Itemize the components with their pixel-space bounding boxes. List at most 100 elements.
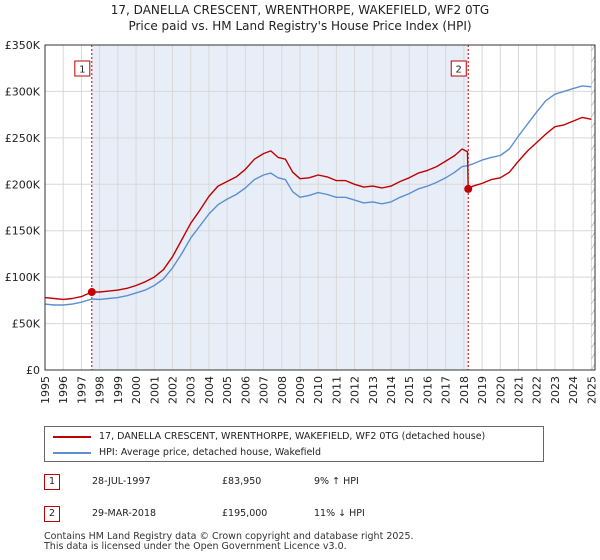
x-tick-label: 2024 — [567, 376, 580, 404]
x-tick-label: 2021 — [513, 376, 526, 404]
x-tick-label: 2008 — [276, 376, 289, 404]
transaction-marker-badge: 1 — [44, 474, 60, 490]
future-hatch — [591, 66, 596, 74]
x-tick-label: 2014 — [385, 376, 398, 404]
x-tick-label: 2025 — [585, 376, 598, 404]
annotation-label: 2 — [456, 65, 462, 76]
transaction-point — [87, 288, 96, 297]
future-hatch — [591, 132, 596, 140]
transaction-price: £83,950 — [222, 476, 262, 487]
x-tick-label: 2017 — [440, 376, 453, 404]
annotation-label: 1 — [79, 65, 85, 76]
transaction-hpi-diff: 9% ↑ HPI — [314, 476, 359, 487]
x-tick-label: 1999 — [112, 376, 125, 404]
hpi-line — [44, 85, 592, 306]
future-hatch — [591, 176, 596, 184]
chart-title: 17, DANELLA CRESCENT, WRENTHORPE, WAKEFI… — [110, 3, 490, 17]
future-hatch — [591, 121, 596, 129]
future-hatch — [591, 99, 596, 107]
x-tick-label: 2003 — [185, 376, 198, 404]
transaction-row: 1 28-JUL-1997 £83,950 9% ↑ HPI — [44, 474, 584, 494]
future-hatch — [591, 165, 596, 173]
y-tick-label: £50K — [12, 318, 41, 331]
x-tick-label: 2004 — [203, 376, 216, 404]
transaction-date: 29-MAR-2018 — [92, 508, 157, 519]
transaction-date: 28-JUL-1997 — [92, 476, 151, 487]
x-tick-label: 2000 — [130, 376, 143, 404]
future-hatch — [591, 363, 596, 371]
ownership-shade — [91, 45, 469, 370]
future-hatch — [591, 55, 596, 63]
future-hatch — [591, 220, 596, 228]
future-hatch — [591, 110, 596, 118]
future-hatch — [591, 264, 596, 272]
future-hatch — [591, 209, 596, 217]
legend-swatch-hpi — [53, 452, 91, 454]
x-tick-label: 2013 — [367, 376, 380, 404]
future-hatch — [591, 330, 596, 338]
x-tick-label: 1995 — [39, 376, 52, 404]
x-tick-label: 2019 — [476, 376, 489, 404]
future-hatch — [591, 198, 596, 206]
future-hatch — [591, 143, 596, 151]
x-tick-label: 2018 — [458, 376, 471, 404]
x-tick-label: 2020 — [494, 376, 507, 404]
x-tick-label: 2022 — [531, 376, 544, 404]
x-tick-label: 2002 — [166, 376, 179, 404]
footer-licence: This data is licensed under the Open Gov… — [44, 541, 347, 552]
y-tick-label: £250K — [5, 132, 41, 145]
transaction-row: 2 29-MAR-2018 £195,000 11% ↓ HPI — [44, 506, 584, 526]
future-hatch — [591, 231, 596, 239]
annotation-box — [74, 60, 91, 77]
future-hatch — [591, 242, 596, 250]
future-hatch — [591, 319, 596, 327]
future-hatch — [591, 253, 596, 261]
x-tick-label: 2006 — [239, 376, 252, 404]
chart-subtitle: Price paid vs. HM Land Registry's House … — [128, 19, 472, 33]
x-tick-label: 2012 — [349, 376, 362, 404]
x-tick-label: 2010 — [312, 376, 325, 404]
legend-swatch-property — [53, 436, 91, 438]
annotation-box — [450, 60, 467, 77]
y-tick-label: £100K — [5, 271, 41, 284]
x-tick-label: 1997 — [75, 376, 88, 404]
x-tick-label: 2015 — [403, 376, 416, 404]
future-hatch — [591, 154, 596, 162]
future-hatch — [591, 341, 596, 349]
transaction-marker-badge: 2 — [44, 506, 60, 522]
price-chart: £0 £50K £100K £150K £200K £250K £300K £350K 1995… — [5, 39, 599, 404]
x-tick-label: 2005 — [221, 376, 234, 404]
future-hatch — [591, 286, 596, 294]
x-tick-label: 2011 — [330, 376, 343, 404]
future-hatch — [591, 308, 596, 316]
y-tick-label: £300K — [5, 85, 41, 98]
x-tick-label: 2001 — [148, 376, 161, 404]
x-tick-label: 2007 — [258, 376, 271, 404]
y-tick-label: £0 — [26, 364, 40, 377]
future-hatch — [591, 77, 596, 85]
x-tick-label: 1996 — [57, 376, 70, 404]
x-tick-label: 2016 — [421, 376, 434, 404]
future-hatch — [591, 88, 596, 96]
x-tick-label: 1998 — [94, 376, 107, 404]
x-tick-label: 2009 — [294, 376, 307, 404]
y-tick-label: £350K — [5, 39, 41, 52]
future-hatch — [591, 187, 596, 195]
x-tick-label: 2023 — [549, 376, 562, 404]
legend-label-property: 17, DANELLA CRESCENT, WRENTHORPE, WAKEFI… — [99, 431, 486, 442]
future-hatch — [591, 275, 596, 283]
legend-label-hpi: HPI: Average price, detached house, Wake… — [99, 447, 321, 458]
property-price-line — [44, 116, 592, 301]
transaction-hpi-diff: 11% ↓ HPI — [314, 508, 365, 519]
y-tick-label: £200K — [5, 178, 41, 191]
chart-legend: 17, DANELLA CRESCENT, WRENTHORPE, WAKEFI… — [44, 426, 544, 462]
transaction-point — [464, 184, 473, 193]
plot-frame — [44, 44, 596, 371]
y-tick-label: £150K — [5, 225, 41, 238]
future-hatch — [591, 44, 596, 52]
future-hatch — [591, 352, 596, 360]
future-hatch — [591, 297, 596, 305]
footer-copyright: Contains HM Land Registry data © Crown c… — [44, 531, 414, 542]
footer: Contains HM Land Registry data © Crown c… — [44, 532, 414, 552]
transaction-price: £195,000 — [222, 508, 268, 519]
